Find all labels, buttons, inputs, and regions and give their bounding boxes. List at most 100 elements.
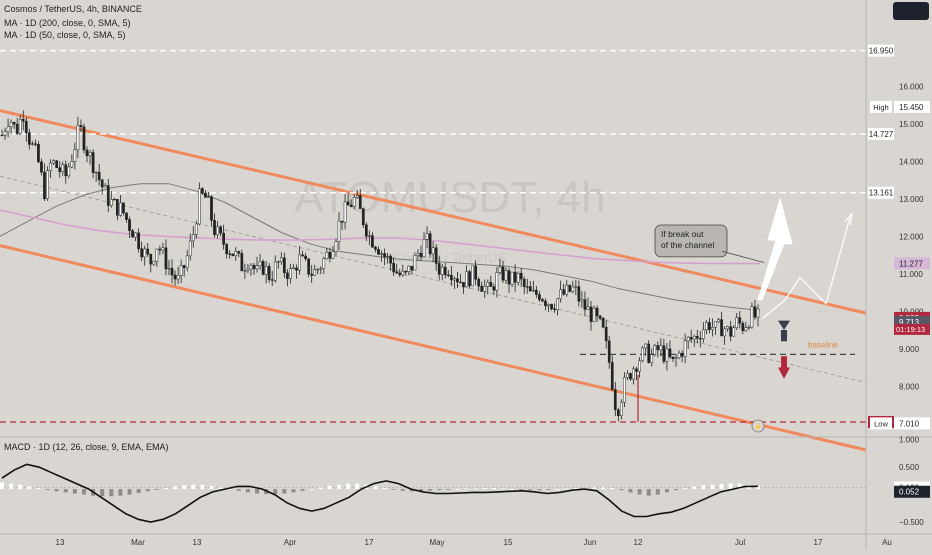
y-tick-label: 11.000 [899,270,923,279]
candle-up [6,126,10,132]
alert-icon-glyph: ⚡ [754,422,763,431]
candle-up [9,122,13,128]
candle-up [650,354,654,363]
candle-up [495,272,499,291]
price-tag-label: 7.010 [899,419,920,428]
candle-up [46,170,49,199]
y-tick-label: 8.000 [899,382,920,391]
candle-down [708,322,711,330]
candle-up [547,304,550,306]
candle-up [677,352,681,359]
chart-title: Cosmos / TetherUS, 4h, BINANCE [4,4,142,14]
candle-down [91,152,95,173]
candle-up [556,298,559,311]
candle-down [27,132,31,145]
candle-down [12,122,16,125]
macd-histogram-bar [327,485,332,490]
callout-line-1: If break out [661,229,704,239]
candle-up [659,345,663,351]
x-tick-label: Apr [284,538,297,547]
projection-arrowhead [844,211,853,226]
time-axis[interactable]: 13 Mar 13 Apr 17 May 15 Jun 12 Jul 17 Au [0,533,932,547]
candle-down [568,284,572,292]
candle-down [662,345,666,362]
candle-down [434,247,438,264]
candle-up [134,232,137,238]
candle-up [431,247,435,255]
account-button[interactable] [893,2,929,20]
macd-histogram-bar [355,483,360,490]
candle-down [64,164,68,177]
candle-up [334,241,338,252]
candle-up [471,265,474,287]
macd-histogram-bar [473,488,478,490]
candle-down [37,144,40,163]
baseline-label: baseline [808,340,838,349]
candle-up [94,171,98,174]
candle-down [231,253,235,256]
candle-down [474,265,477,280]
macd-histogram-bar [255,489,260,494]
candle-down [610,362,614,390]
candle-up [188,240,192,257]
candle-down [680,352,684,357]
macd-histogram-bar [145,489,150,492]
projection-path [761,217,851,320]
level-tag-label: 16.950 [869,47,894,56]
candle-up [486,281,490,287]
macd-histogram-bar [0,482,4,490]
y-tick-label: 10.000 [899,307,924,316]
price-tag-prefix: High [873,103,888,112]
x-tick-label: 13 [56,538,65,547]
candle-up [249,264,253,270]
macd-histogram-bar [191,484,196,490]
macd-histogram-bar [118,489,123,496]
macd-histogram-bar [154,489,159,490]
y-tick-label: 14.000 [899,157,924,166]
macd-histogram-bar [728,483,733,490]
candle-up [747,326,751,329]
macd-histogram-bar [27,486,32,490]
y-tick-label: 13.000 [899,195,924,204]
callout-pointer [721,250,765,263]
level-tag-label: 14.727 [869,130,894,139]
macd-histogram-bar [564,488,569,490]
level-tag [868,44,894,57]
price-axis[interactable]: 16.000 15.000 14.000 13.000 12.000 11.000 10.0… [865,0,932,550]
candle-down [456,278,459,283]
macd-histogram-bar [282,489,287,494]
macd-tick-label: −0.500 [899,518,924,527]
candle-down [404,270,408,273]
horizontal-levels: baseline [0,49,866,423]
candle-up [465,271,468,288]
candle-up [207,196,210,198]
macd-histogram-bar [637,489,642,495]
candle-down [525,286,529,288]
macd-histogram-bar [664,489,669,493]
candle-up [674,357,678,359]
candle-down [477,279,481,287]
candle-down [428,233,432,255]
candle-up [531,289,535,292]
candle-down [443,266,447,276]
candles [0,110,760,422]
callout-box [654,224,728,258]
candle-up [325,251,329,260]
candle-down [106,185,110,206]
candle-down [301,254,304,257]
candle-down [79,125,83,127]
candle-down [0,134,4,137]
candle-up [73,149,77,162]
price-tag-label: 15.450 [899,103,924,112]
ma50-line [0,209,760,265]
candle-down [377,249,380,255]
price-tag-prefix-bg [870,417,892,430]
candle-up [152,260,156,265]
macd-histogram-bar [373,486,378,490]
candle-down [304,255,307,260]
candle-down [598,315,602,319]
price-channel [0,109,867,452]
